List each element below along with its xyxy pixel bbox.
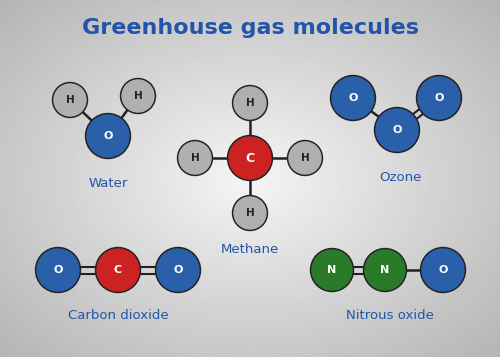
Circle shape [96,247,140,292]
Circle shape [87,115,129,157]
Text: H: H [246,98,254,108]
Circle shape [232,85,268,121]
Text: H: H [246,208,254,218]
Circle shape [416,75,462,121]
Text: O: O [392,125,402,135]
Text: C: C [246,151,254,165]
Circle shape [54,84,86,116]
Circle shape [120,79,156,114]
Text: N: N [380,265,390,275]
Circle shape [332,77,374,119]
Circle shape [330,75,376,121]
Circle shape [364,248,406,292]
Circle shape [179,142,211,174]
Text: O: O [174,265,182,275]
Circle shape [289,142,321,174]
Circle shape [418,77,460,119]
Text: O: O [104,131,112,141]
Text: H: H [300,153,310,163]
Circle shape [157,249,199,291]
Circle shape [156,247,200,292]
Circle shape [178,141,212,176]
Circle shape [97,249,139,291]
Circle shape [36,247,80,292]
Text: O: O [438,265,448,275]
Circle shape [228,136,272,181]
Circle shape [420,247,466,292]
Circle shape [52,82,88,117]
Circle shape [232,196,268,231]
Text: Carbon dioxide: Carbon dioxide [68,309,168,322]
Circle shape [312,250,352,290]
Text: Ozone: Ozone [379,171,421,184]
Text: Greenhouse gas molecules: Greenhouse gas molecules [82,18,418,38]
Text: Water: Water [88,177,128,190]
Text: O: O [54,265,62,275]
Circle shape [234,87,266,119]
Text: H: H [134,91,142,101]
Text: O: O [434,93,444,103]
Circle shape [288,141,322,176]
Text: O: O [348,93,358,103]
Circle shape [374,107,420,152]
Text: Methane: Methane [221,243,279,256]
Text: Nitrous oxide: Nitrous oxide [346,309,434,322]
Circle shape [365,250,405,290]
Circle shape [310,248,354,292]
Circle shape [37,249,79,291]
Circle shape [422,249,464,291]
Circle shape [122,80,154,112]
Circle shape [376,109,418,151]
Circle shape [229,137,271,179]
Circle shape [234,197,266,229]
Text: C: C [114,265,122,275]
Text: N: N [328,265,336,275]
Text: H: H [190,153,200,163]
Text: H: H [66,95,74,105]
Circle shape [86,114,130,159]
